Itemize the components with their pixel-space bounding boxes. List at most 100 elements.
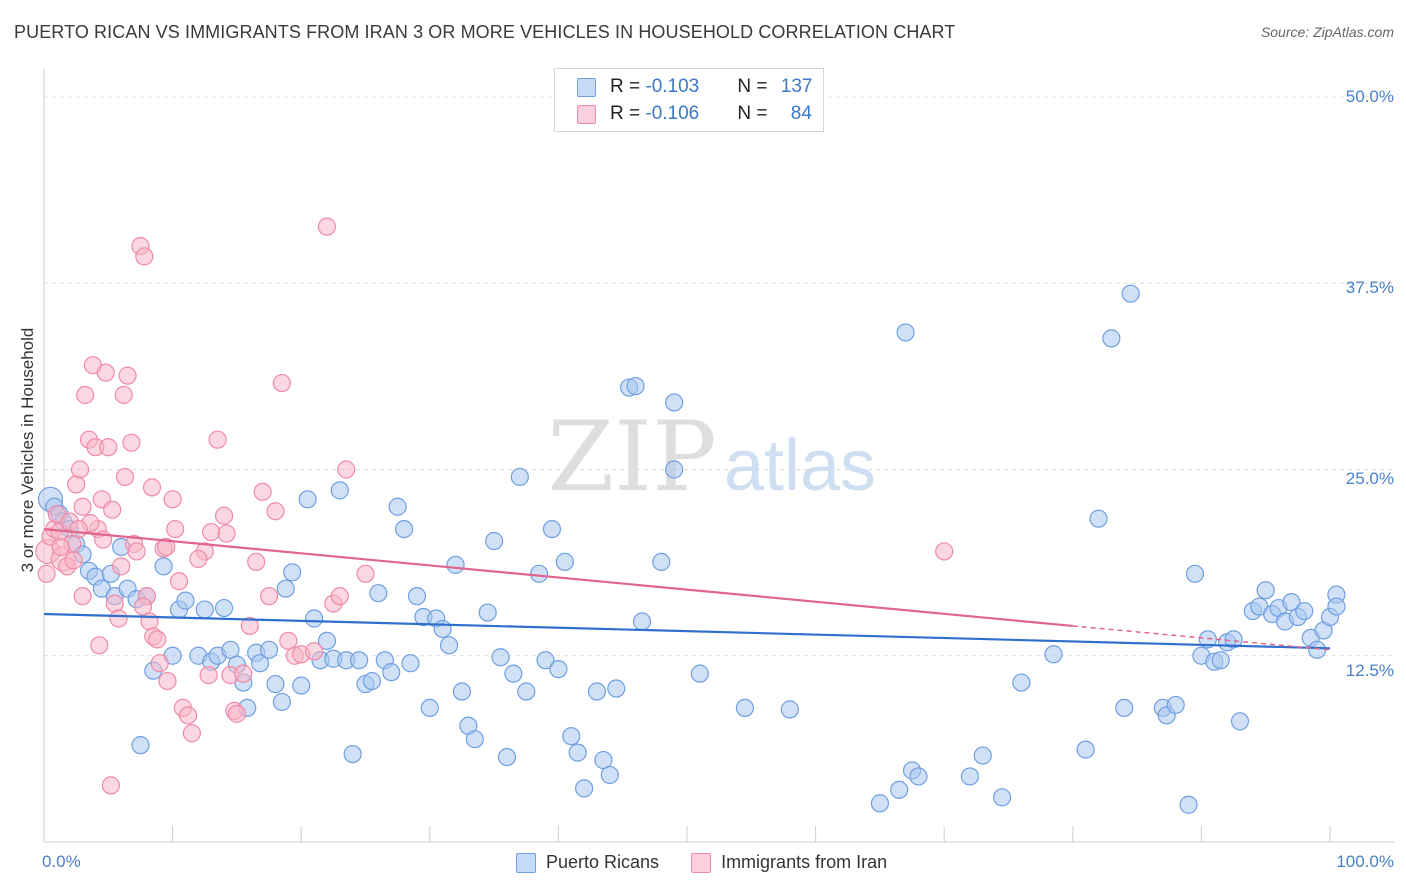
puerto-rican-point: [632, 612, 652, 631]
iran-immigrant-point: [135, 247, 154, 266]
correlation-legend: R = -0.103 N = 137 R = -0.106 N = 84: [554, 68, 824, 132]
iran-immigrant-point: [227, 704, 246, 723]
puerto-rican-point: [304, 609, 324, 628]
puerto-rican-point: [382, 663, 401, 682]
puerto-rican-point: [1044, 645, 1063, 664]
n-label: N =: [737, 76, 773, 97]
puerto-rican-point: [909, 767, 928, 786]
iran-immigrant-point: [208, 430, 227, 449]
iran-immigrant-point: [214, 506, 234, 525]
puerto-rican-point: [478, 603, 497, 622]
puerto-rican-point: [1121, 284, 1140, 303]
puerto-rican-point: [870, 794, 890, 813]
puerto-rican-point: [292, 676, 311, 695]
puerto-rican-point: [283, 563, 302, 582]
puerto-rican-point: [690, 664, 709, 683]
iran-immigrant-point: [133, 597, 153, 616]
watermark-atlas: atlas: [724, 426, 876, 506]
iran-immigrant-point: [158, 671, 177, 691]
puerto-rican-point: [388, 497, 407, 516]
puerto-rican-point: [497, 747, 517, 767]
iran-immigrant-point: [51, 537, 70, 557]
n-value: 84: [790, 103, 812, 124]
iran-immigrant-point: [935, 542, 954, 561]
puerto-rican-point: [780, 700, 799, 719]
legend-label: Puerto Ricans: [546, 852, 660, 872]
iran-immigrant-point: [103, 500, 122, 519]
puerto-rican-point: [1295, 601, 1314, 621]
puerto-rican-point: [536, 651, 555, 670]
iran-immigrant-point: [178, 706, 198, 725]
puerto-rican-point: [890, 780, 909, 799]
puerto-rican-point: [600, 765, 619, 785]
iran-immigrant-point: [69, 519, 88, 539]
r-value: -0.106: [645, 103, 700, 124]
legend-swatch: [691, 852, 712, 873]
iran-immigrant-point: [247, 552, 266, 571]
iran-immigrant-point: [272, 373, 292, 393]
puerto-rican-point: [250, 654, 270, 673]
n-value: 137: [780, 76, 813, 97]
puerto-rican-point: [446, 555, 465, 574]
iran-immigrant-point: [234, 664, 253, 683]
puerto-rican-point: [349, 651, 369, 670]
puerto-rican-point: [542, 519, 562, 539]
iran-immigrant-point: [122, 433, 141, 452]
iran-immigrant-point: [163, 490, 182, 509]
iran-immigrant-point: [202, 522, 221, 542]
puerto-rican-point: [491, 648, 510, 667]
puerto-rican-point: [266, 674, 285, 694]
puerto-rican-point: [154, 557, 173, 576]
iran-immigrant-point: [182, 724, 201, 743]
legend-row-puerto-ricans: R = -0.103 N = 137: [577, 75, 812, 99]
puerto-rican-point: [1115, 698, 1134, 718]
iran-immigrant-point: [73, 587, 92, 606]
puerto-rican-point: [1012, 673, 1031, 692]
puerto-rican-point: [896, 323, 915, 342]
puerto-rican-point: [1166, 695, 1185, 715]
puerto-rican-point: [465, 730, 484, 749]
iran-immigrant-point: [96, 363, 115, 382]
y-tick-label: 37.5%: [1345, 278, 1394, 297]
iran-immigrant-point: [67, 475, 86, 494]
iran-immigrant-point: [105, 594, 124, 613]
iran-immigrant-point: [73, 497, 92, 516]
puerto-rican-point: [259, 640, 279, 659]
puerto-rican-point: [452, 682, 472, 701]
iran-immigrant-point: [150, 654, 169, 673]
puerto-rican-point: [1102, 329, 1121, 348]
legend-swatch: [516, 852, 536, 873]
puerto-rican-point: [607, 679, 626, 698]
legend-row-immigrants-from-iran: R = -0.106 N = 84: [577, 102, 812, 126]
iran-immigrant-point: [64, 551, 83, 570]
iran-immigrant-point: [189, 549, 208, 569]
legend-swatch: [577, 77, 596, 97]
puerto-rican-point: [1185, 564, 1205, 583]
puerto-rican-point: [195, 600, 214, 619]
y-tick-label: 50.0%: [1345, 87, 1394, 106]
iran-immigrant-point: [115, 467, 135, 487]
iran-immigrant-point: [37, 564, 56, 583]
iran-immigrant-point: [148, 630, 167, 649]
iran-immigrant-point: [109, 609, 128, 628]
x-tick-label-min: 0.0%: [42, 852, 81, 871]
puerto-rican-point: [176, 591, 195, 610]
puerto-rican-point: [973, 746, 992, 765]
puerto-rican-point: [587, 682, 607, 701]
puerto-rican-point: [735, 698, 754, 718]
puerto-rican-point: [960, 767, 980, 786]
puerto-rican-point: [317, 631, 337, 650]
iran-immigrant-point: [259, 587, 279, 606]
y-tick-label: 12.5%: [1345, 661, 1394, 680]
iran-immigrant-point: [266, 502, 285, 521]
puerto-rican-point: [517, 682, 536, 701]
r-label: R =: [610, 76, 646, 97]
puerto-rican-point: [1327, 597, 1346, 616]
iran-immigrant-point: [157, 537, 176, 557]
puerto-rican-point: [568, 743, 587, 762]
puerto-rican-point: [504, 664, 523, 683]
iran-immigrant-point: [337, 460, 356, 479]
iran-immigrant-point: [112, 557, 131, 576]
puerto-rican-point: [214, 598, 234, 618]
